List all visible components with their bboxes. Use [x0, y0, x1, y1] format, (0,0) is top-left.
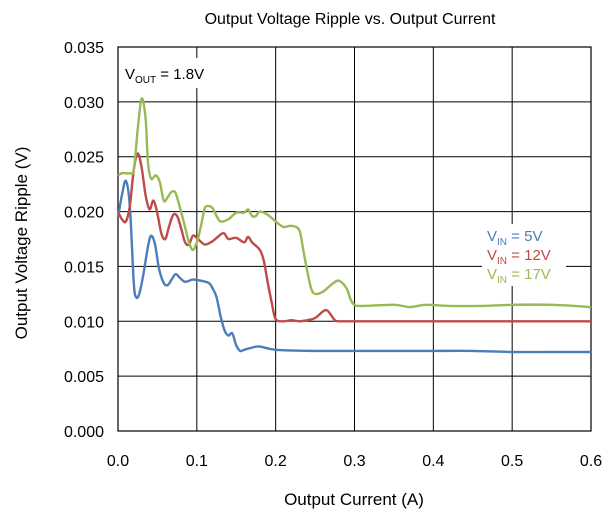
y-tick-label-0: 0.000 — [64, 424, 104, 441]
x-tick-label-3: 0.3 — [343, 453, 365, 470]
y-tick-label-3: 0.015 — [64, 259, 104, 276]
x-tick-label-4: 0.4 — [422, 453, 444, 470]
series-line-2 — [117, 97, 592, 309]
y-tick-label-4: 0.020 — [64, 205, 104, 222]
y-tick-label-6: 0.030 — [64, 95, 104, 112]
x-tick-labels: 0.0 0.1 0.2 0.3 0.4 0.5 0.6 — [107, 453, 602, 470]
y-tick-label-2: 0.010 — [64, 314, 104, 331]
x-tick-label-1: 0.1 — [186, 453, 208, 470]
y-tick-label-5: 0.025 — [64, 150, 104, 167]
vout-annotation-sub: OUT — [135, 75, 156, 86]
chart-title: Output Voltage Ripple vs. Output Current — [205, 11, 496, 28]
x-tick-label-5: 0.5 — [501, 453, 523, 470]
legend-entry-0: VIN = 5V — [487, 228, 542, 248]
vout-annotation-rest: = 1.8V — [156, 66, 204, 83]
plot-area-frame — [117, 46, 592, 432]
series-layer — [116, 97, 592, 354]
series-line-0 — [116, 179, 591, 354]
vout-annotation: VOUT = 1.8V — [125, 66, 204, 86]
legend-bg — [482, 224, 566, 286]
x-tick-label-0: 0.0 — [107, 453, 129, 470]
y-tick-label-7: 0.035 — [64, 40, 104, 57]
series-line-1 — [116, 152, 591, 323]
y-tick-labels: 0.000 0.005 0.010 0.015 0.020 0.025 0.030 0.035 — [64, 40, 104, 441]
legend-entry-2: VIN = 17V — [487, 266, 551, 286]
annotation-box-bg — [120, 58, 208, 88]
x-tick-label-2: 0.2 — [265, 453, 287, 470]
y-axis-label: Output Voltage Ripple (V) — [12, 147, 31, 340]
legend-entry-1: VIN = 12V — [487, 247, 551, 267]
x-tick-label-6: 0.6 — [580, 453, 602, 470]
x-axis-label: Output Current (A) — [284, 490, 424, 509]
vout-annotation-main: V — [125, 66, 135, 83]
y-tick-label-1: 0.005 — [64, 369, 104, 386]
